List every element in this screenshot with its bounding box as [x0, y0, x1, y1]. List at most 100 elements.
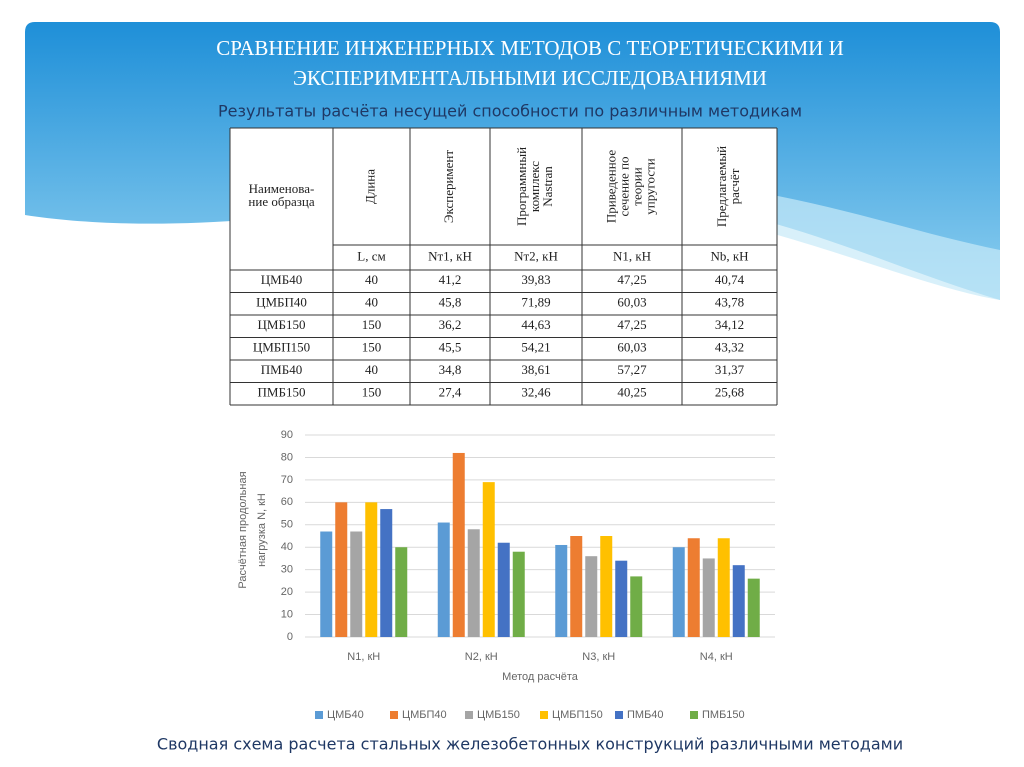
header-cell: упругости	[642, 158, 657, 215]
y-tick-label: 60	[281, 496, 293, 508]
bar	[732, 565, 745, 637]
table-cell: 34,8	[439, 362, 462, 377]
header-cell: Длина	[362, 169, 377, 204]
y-tick-label: 80	[281, 451, 293, 463]
y-tick-label: 50	[281, 519, 293, 531]
table-cell: 40,25	[617, 385, 646, 400]
bar	[437, 522, 450, 637]
table-cell: 45,5	[439, 340, 462, 355]
table-cell: 41,2	[439, 272, 462, 287]
subtitle: Результаты расчёта несущей способности п…	[218, 102, 802, 121]
table-cell: 60,03	[617, 340, 646, 355]
table-cell: 31,37	[715, 362, 745, 377]
bar	[672, 547, 685, 637]
bar	[467, 529, 480, 637]
bar	[630, 576, 643, 637]
table-cell: 32,46	[521, 385, 551, 400]
table-cell: 27,4	[439, 385, 462, 400]
x-axis-label: Метод расчёта	[502, 671, 579, 683]
table-cell: ПМБ40	[261, 362, 302, 377]
table-cell: 54,21	[521, 340, 550, 355]
table-cell: 71,89	[521, 295, 550, 310]
table-cell: 47,25	[617, 272, 646, 287]
header-cell: Приведенное	[603, 150, 618, 223]
legend-label: ЦМБ150	[477, 709, 520, 721]
table-cell: ПМБ150	[258, 385, 306, 400]
unit-cell: L, см	[357, 248, 385, 263]
bar	[482, 482, 495, 637]
bar	[335, 502, 348, 637]
unit-cell: Nт1, кН	[428, 248, 472, 263]
bar	[717, 538, 730, 637]
table-cell: 36,2	[439, 317, 462, 332]
bar	[747, 578, 760, 637]
legend-label: ЦМБП40	[402, 709, 447, 721]
header-cell: расчёт	[727, 168, 742, 204]
legend-swatch	[390, 711, 398, 719]
header-cell: комплекс	[527, 161, 542, 212]
header-cell: Nastran	[540, 166, 555, 207]
y-tick-label: 30	[281, 564, 293, 576]
table-cell: ЦМБП40	[256, 295, 307, 310]
legend-swatch	[540, 711, 548, 719]
legend-swatch	[465, 711, 473, 719]
legend-swatch	[690, 711, 698, 719]
caption: Сводная схема расчета стальных железобет…	[157, 735, 903, 754]
bar	[687, 538, 700, 637]
bar	[395, 547, 408, 637]
header-cell: Программный	[514, 147, 529, 226]
bar	[555, 544, 568, 637]
y-tick-label: 20	[281, 586, 293, 598]
table-cell: 40	[365, 295, 378, 310]
bar	[320, 531, 333, 637]
wave	[300, 178, 1000, 300]
header-cell: сечение по	[616, 156, 631, 216]
unit-cell: Nb, кН	[710, 248, 748, 263]
table-cell: 40	[365, 362, 378, 377]
table-cell: 57,27	[617, 362, 647, 377]
y-axis-label: Расчётная продольная	[237, 471, 249, 588]
y-tick-label: 40	[281, 541, 293, 553]
table-cell: 60,03	[617, 295, 646, 310]
header-cell: ние образца	[248, 194, 314, 209]
header-cell: теории	[629, 167, 644, 205]
legend-label: ЦМБ40	[327, 709, 364, 721]
table-cell: 38,61	[521, 362, 550, 377]
table-cell: ЦМБ150	[258, 317, 306, 332]
table-cell: 43,32	[715, 340, 744, 355]
x-tick-label: N4, кН	[700, 651, 733, 663]
title: СРАВНЕНИЕ ИНЖЕНЕРНЫХ МЕТОДОВ С ТЕОРЕТИЧЕ…	[216, 36, 844, 60]
legend-swatch	[615, 711, 623, 719]
header-cell: Предлагаемый	[714, 146, 729, 227]
table-cell: 150	[362, 317, 382, 332]
table-cell: 40,74	[715, 272, 745, 287]
bar	[497, 542, 510, 637]
y-tick-label: 10	[281, 608, 293, 620]
header-cell: Эксперимент	[441, 150, 456, 223]
x-tick-label: N1, кН	[347, 651, 380, 663]
table-bg	[230, 128, 777, 405]
title: ЭКСПЕРИМЕНТАЛЬНЫМИ ИССЛЕДОВАНИЯМИ	[293, 66, 767, 90]
table-cell: ЦМБП150	[253, 340, 310, 355]
y-tick-label: 70	[281, 474, 293, 486]
table-cell: 39,83	[521, 272, 550, 287]
header-cell: Наименова-	[249, 181, 315, 196]
y-tick-label: 0	[287, 631, 293, 643]
legend-label: ПМБ40	[627, 709, 664, 721]
bar	[365, 502, 378, 637]
table-cell: 43,78	[715, 295, 744, 310]
x-tick-label: N2, кН	[465, 651, 498, 663]
table-cell: 40	[365, 272, 378, 287]
table-cell: 45,8	[439, 295, 462, 310]
bar	[615, 560, 628, 637]
unit-cell: N1, кН	[613, 248, 651, 263]
bar	[570, 536, 583, 637]
legend-label: ЦМБП150	[552, 709, 603, 721]
table-cell: 150	[362, 385, 382, 400]
unit-cell: Nт2, кН	[514, 248, 558, 263]
table-cell: 150	[362, 340, 382, 355]
bar	[585, 556, 598, 637]
x-tick-label: N3, кН	[582, 651, 615, 663]
bar	[380, 509, 393, 637]
table-cell: 25,68	[715, 385, 744, 400]
